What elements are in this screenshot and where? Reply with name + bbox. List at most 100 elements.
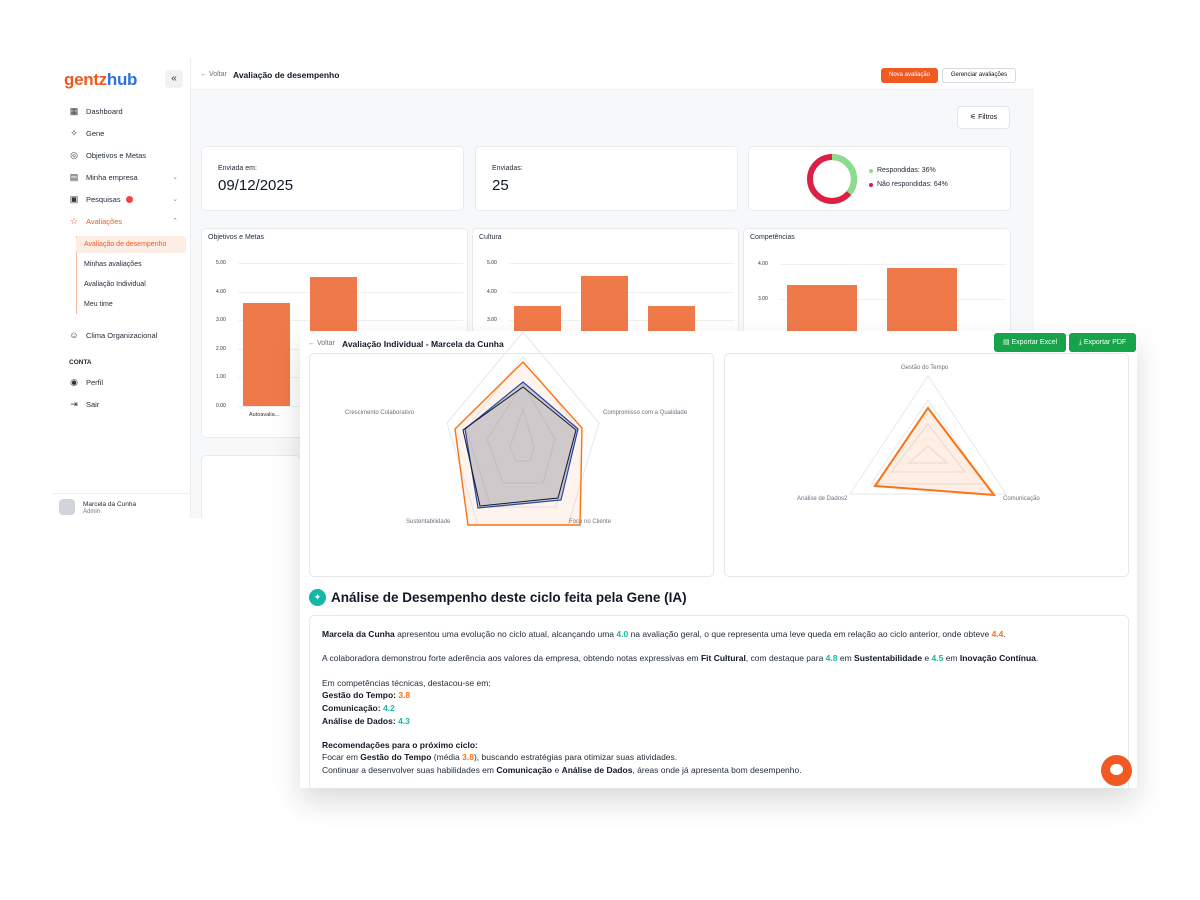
chart-title: Cultura bbox=[479, 234, 502, 241]
sidebar-item-label: Objetivos e Metas bbox=[86, 150, 147, 160]
ai-paragraph-3: Em competências técnicas, destacou-se em… bbox=[322, 678, 491, 688]
chart-title: Competências bbox=[750, 234, 795, 241]
skill-value: 3.8 bbox=[398, 690, 411, 700]
radar-axis-label: Crescimento Colaborativo bbox=[345, 410, 415, 416]
response-donut-chart bbox=[807, 154, 857, 204]
text: . bbox=[1003, 629, 1006, 639]
user-profile[interactable]: Marcela da Cunha Admin bbox=[52, 493, 191, 518]
submenu-line bbox=[76, 236, 77, 314]
sidebar-item-avaliacoes[interactable]: ☆ Avaliações ⌃ bbox=[68, 212, 186, 230]
detail-top-bar: ← Voltar Avaliação Individual - Marcela … bbox=[300, 331, 1137, 355]
radar-series-orange bbox=[454, 360, 583, 526]
subitem-meu-time[interactable]: Meu time bbox=[84, 301, 113, 308]
radar-grid bbox=[486, 383, 556, 484]
manage-evaluations-button[interactable]: Gerenciar avaliações bbox=[942, 68, 1016, 83]
briefcase-icon: ▤ bbox=[69, 171, 79, 182]
radar-series-dark bbox=[462, 386, 577, 507]
sidebar-item-label: Minha empresa bbox=[86, 172, 138, 182]
recommendation-2: Continuar a desenvolver suas habilidades… bbox=[322, 765, 802, 775]
radar-grid bbox=[849, 375, 1007, 495]
score: 4.8 bbox=[825, 653, 838, 663]
text: Continuar a desenvolver suas habilidades… bbox=[322, 765, 497, 775]
grid-icon: ▦ bbox=[69, 105, 79, 116]
legend-label: Respondidas: 36% bbox=[877, 167, 936, 174]
gridline bbox=[238, 263, 463, 264]
y-tick: 4.00 bbox=[487, 289, 497, 295]
radar-grid bbox=[509, 407, 535, 462]
file-icon: ▤ bbox=[1002, 339, 1012, 346]
y-tick: 2.00 bbox=[216, 346, 226, 352]
export-excel-label: Exportar Excel bbox=[1011, 339, 1058, 346]
new-evaluation-button[interactable]: Nova avaliação bbox=[881, 68, 938, 83]
avatar bbox=[59, 499, 75, 515]
individual-evaluation-window: ← Voltar Avaliação Individual - Marcela … bbox=[300, 331, 1137, 788]
subitem-avaliacao-individual[interactable]: Avaliação Individual bbox=[84, 281, 146, 288]
radar-series-orange bbox=[873, 406, 997, 497]
ai-paragraph-1: Marcela da Cunha apresentou uma evolução… bbox=[322, 629, 1006, 639]
radar-axis-label: Análise de Dados2 bbox=[797, 496, 848, 502]
sidebar-item-gene[interactable]: ✧ Gene bbox=[68, 124, 186, 142]
sent-label: Enviadas: bbox=[492, 165, 523, 172]
sidebar-item-label: Sair bbox=[86, 399, 100, 409]
detail-back-link[interactable]: ← Voltar bbox=[308, 340, 335, 347]
sidebar-item-pesquisas[interactable]: ▣ Pesquisas ⌄ bbox=[68, 190, 186, 208]
legend-not-answered: Não respondidas: 64% bbox=[869, 181, 948, 188]
sidebar-item-perfil[interactable]: ◉ Perfil bbox=[68, 373, 186, 391]
back-label: Voltar bbox=[208, 71, 227, 78]
text-bold: Recomendações para o próximo ciclo: bbox=[322, 740, 478, 750]
arrow-left-icon: ← bbox=[200, 71, 209, 78]
star-icon: ☆ bbox=[69, 215, 79, 226]
sidebar-item-label: Perfil bbox=[86, 377, 104, 387]
filters-button[interactable]: ⚟ Filtros bbox=[957, 106, 1010, 129]
chat-bubble-icon bbox=[1110, 764, 1123, 775]
radar-axis-label: Comunicação bbox=[1003, 496, 1040, 502]
sidebar-item-dashboard[interactable]: ▦ Dashboard bbox=[68, 102, 186, 120]
export-pdf-button[interactable]: ⤓ Exportar PDF bbox=[1069, 333, 1136, 352]
y-tick: 4.00 bbox=[216, 289, 226, 295]
skill-value: 4.3 bbox=[398, 716, 410, 726]
ai-analysis-title: Análise de Desempenho deste ciclo feita … bbox=[331, 590, 687, 605]
page-title: Avaliação de desempenho bbox=[233, 70, 340, 80]
subitem-minhas-avaliacoes[interactable]: Minhas avaliações bbox=[84, 261, 142, 268]
skill-line-3: Análise de Dados: 4.3 bbox=[322, 716, 410, 726]
text-bold: Inovação Contínua bbox=[959, 653, 1036, 663]
sidebar-item-minha-empresa[interactable]: ▤ Minha empresa ⌄ bbox=[68, 168, 186, 186]
gentzhub-logo[interactable]: gentzhub bbox=[64, 70, 137, 90]
legend-answered: Respondidas: 36% bbox=[869, 167, 936, 174]
chevron-down-icon: ⌄ bbox=[172, 174, 178, 181]
chart-title: Objetivos e Metas bbox=[208, 234, 265, 241]
collapse-sidebar-icon[interactable]: « bbox=[165, 70, 183, 88]
gridline bbox=[780, 264, 1006, 265]
section-label-conta: CONTA bbox=[69, 359, 92, 366]
sidebar-item-sair[interactable]: ⇥ Sair bbox=[68, 395, 186, 413]
subitem-avaliacao-desempenho[interactable]: Avaliação de desempenho bbox=[76, 236, 186, 253]
sidebar: gentzhub « ▦ Dashboard ✧ Gene ◎ Objetivos e… bbox=[52, 58, 191, 518]
current-score: 4.0 bbox=[616, 629, 629, 639]
export-excel-button[interactable]: ▤ Exportar Excel bbox=[994, 333, 1066, 352]
back-link[interactable]: ← Voltar bbox=[200, 71, 227, 78]
sent-on-card: Enviada em: 09/12/2025 bbox=[201, 146, 464, 211]
text: em bbox=[837, 653, 855, 663]
filters-label: Filtros bbox=[978, 114, 998, 121]
ai-paragraph-2: A colaboradora demonstrou forte aderênci… bbox=[322, 653, 1038, 663]
separator: : bbox=[377, 703, 383, 713]
score: 4.5 bbox=[931, 653, 944, 663]
gridline bbox=[509, 263, 734, 264]
skill-label: Gestão do Tempo bbox=[322, 690, 394, 700]
sidebar-item-label: Clima Organizacional bbox=[86, 330, 158, 340]
sidebar-item-objetivos[interactable]: ◎ Objetivos e Metas bbox=[68, 146, 186, 164]
skill-label: Comunicação bbox=[322, 703, 378, 713]
sidebar-item-label: Dashboard bbox=[86, 106, 123, 116]
recommendations-title: Recomendações para o próximo ciclo: bbox=[322, 740, 478, 750]
text: e bbox=[922, 653, 932, 663]
y-tick: 3.00 bbox=[758, 296, 768, 302]
user-circle-icon: ◉ bbox=[70, 376, 78, 387]
text-bold: Análise de Dados bbox=[561, 765, 633, 775]
previous-score: 4.4 bbox=[991, 629, 1004, 639]
chat-button[interactable] bbox=[1101, 755, 1132, 786]
radar-grid bbox=[889, 423, 967, 473]
y-tick: 4.00 bbox=[758, 261, 768, 267]
logout-icon: ⇥ bbox=[70, 398, 78, 409]
text: ), buscando estratégias para otimizar su… bbox=[473, 752, 678, 762]
sidebar-item-clima[interactable]: ☺ Clima Organizacional bbox=[68, 326, 186, 344]
